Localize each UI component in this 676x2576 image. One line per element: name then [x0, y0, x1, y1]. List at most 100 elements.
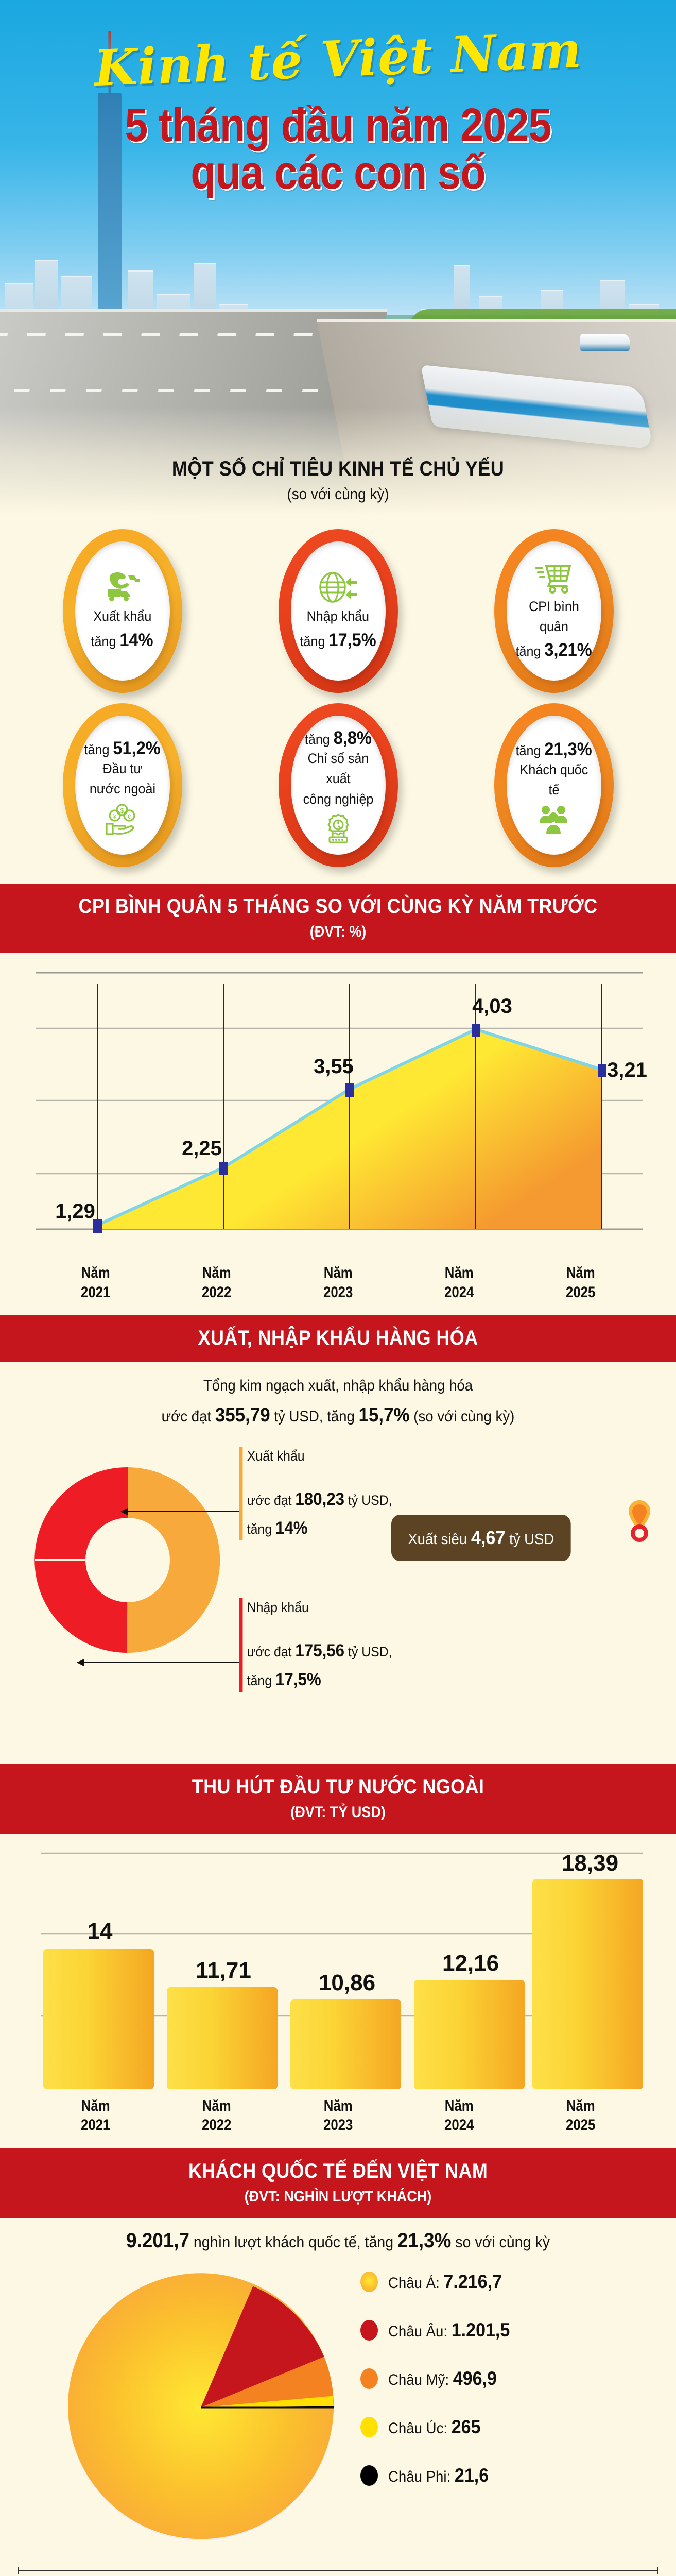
- kpi-inner: $ ¥ € Đầu tư nước ngoài tăng 51,2%: [75, 716, 170, 855]
- title-line-3: qua các con số: [190, 146, 486, 199]
- cpi-band-unit: (ĐVT: %): [309, 923, 367, 940]
- trade-section: Tổng kim ngạch xuất, nhập khẩu hàng hóa …: [0, 1362, 676, 1764]
- fdi-x-tick: Năm 2022: [202, 2097, 232, 2134]
- fdi-value-label: 14: [88, 1919, 113, 1944]
- hand-coins-icon: $ ¥ €: [103, 803, 142, 835]
- cpi-area-chart: 1,29 2,25 3,55 4,03 3,21: [18, 968, 658, 1256]
- svg-text:€: €: [127, 813, 131, 820]
- cpi-chart-section: 1,29 2,25 3,55 4,03 3,21 Năm 2021 Năm 20…: [0, 953, 676, 1315]
- kpi-label: Đầu tư nước ngoài: [89, 760, 155, 796]
- cpi-x-tick: Năm 2024: [444, 1264, 474, 1301]
- kpi-value: tăng 51,2%: [84, 738, 161, 758]
- legend-swatch-europe: [360, 2319, 378, 2341]
- export-leader-arrow: [120, 1507, 239, 1515]
- visitors-band-unit: (ĐVT: NGHÌN LƯỢT KHÁCH): [244, 2188, 432, 2205]
- fdi-band-title: THU HÚT ĐẦU TƯ NƯỚC NGOÀI: [192, 1775, 484, 1798]
- legend-label-america: Châu Mỹ: 496,9: [388, 2367, 497, 2389]
- visitors-lead-text: 9.201,7 nghìn lượt khách quốc tế, tăng 2…: [126, 2229, 550, 2252]
- key-indicators-section: MỘT SỐ CHỈ TIÊU KINH TẾ CHỦ YẾU (so với …: [0, 457, 676, 884]
- visitors-band-title: KHÁCH QUỐC TẾ ĐẾN VIỆT NAM: [188, 2159, 488, 2182]
- import-leader-arrow: [77, 1658, 239, 1666]
- key-indicators-title: MỘT SỐ CHỈ TIÊU KINH TẾ CHỦ YẾU: [171, 457, 505, 480]
- import-value-line: ước đạt 175,56 tỷ USD,: [247, 1641, 392, 1661]
- kpi-card-visitors: Khách quốc tế tăng 21,3%: [477, 700, 631, 870]
- title-line-1: Kinh tế Việt Nam: [93, 20, 583, 98]
- import-globe-arrows-icon: [319, 571, 357, 603]
- cpi-value-label: 1,29: [55, 1200, 95, 1223]
- legend-item-africa: Châu Phi: 21,6: [360, 2465, 521, 2486]
- fdi-value-label: 11,71: [196, 1958, 251, 1983]
- kpi-label: Chỉ số sản xuất công nghiệp: [303, 751, 373, 807]
- visitors-section: 9.201,7 nghìn lượt khách quốc tế, tăng 2…: [0, 2218, 676, 2565]
- kpi-label: Khách quốc tế: [519, 761, 588, 798]
- kpi-label: Nhập khẩu: [306, 608, 370, 624]
- fdi-chart-svg: 14 11,71 10,86 12,16 18,39: [41, 1851, 643, 2089]
- legend-label-oceania: Châu Úc: 265: [388, 2416, 481, 2437]
- trade-total-line1: Tổng kim ngạch xuất, nhập khẩu hàng hóa: [203, 1377, 473, 1394]
- fdi-x-tick: Năm 2023: [323, 2097, 353, 2134]
- visitors-pie-svg: [68, 2273, 334, 2540]
- legend-item-asia: Châu Á: 7.216,7: [360, 2271, 521, 2293]
- title-line-2: 5 tháng đầu năm 2025: [125, 99, 551, 151]
- svg-text:¥: ¥: [112, 813, 116, 820]
- kpi-card-import: Nhập khẩu tăng 17,5%: [261, 526, 415, 696]
- trade-band: XUẤT, NHẬP KHẨU HÀNG HÓA: [0, 1315, 676, 1362]
- cpi-x-tick: Năm 2023: [323, 1264, 353, 1301]
- footer: Nguồn: Cục Thống kê Đồ họa: Phương Anh (…: [0, 2571, 676, 2576]
- kpi-label: CPI bình quân: [528, 598, 579, 634]
- kpi-inner: CPI bình quân tăng 3,21%: [506, 541, 601, 681]
- cpi-value-label: 3,55: [314, 1055, 354, 1078]
- export-growth-line: tăng 14%: [247, 1518, 308, 1538]
- kpi-value: tăng 14%: [91, 630, 154, 650]
- kpi-value: tăng 3,21%: [515, 640, 592, 660]
- import-callout: Nhập khẩu ước đạt 175,56 tỷ USD, tăng 17…: [239, 1596, 392, 1694]
- export-callout: Xuất khẩu ước đạt 180,23 tỷ USD, tăng 14…: [239, 1445, 392, 1543]
- kpi-value: tăng 17,5%: [300, 630, 376, 650]
- legend-label-europe: Châu Âu: 1.201,5: [388, 2319, 510, 2341]
- kpi-inner: Chỉ số sản xuất công nghiệp tăng 8,8%: [290, 716, 386, 855]
- trade-donut-svg: [34, 1467, 220, 1653]
- key-indicators-grid: Xuất khẩu tăng 14%: [0, 526, 676, 870]
- legend-item-america: Châu Mỹ: 496,9: [360, 2368, 521, 2389]
- kpi-value: tăng 8,8%: [304, 728, 372, 749]
- people-group-icon: [537, 804, 571, 835]
- import-growth-line: tăng 17,5%: [247, 1670, 321, 1690]
- shopping-cart-icon: [534, 562, 573, 594]
- trade-total-text: Tổng kim ngạch xuất, nhập khẩu hàng hóa …: [27, 1372, 649, 1432]
- visitors-legend: Châu Á: 7.216,7 Châu Âu: 1.201,5 Châu Mỹ…: [360, 2271, 521, 2513]
- export-value-line: ước đạt 180,23 tỷ USD,: [247, 1489, 392, 1510]
- cpi-value-label: 4,03: [472, 995, 512, 1018]
- kpi-inner: Xuất khẩu tăng 14%: [75, 541, 170, 681]
- trade-surplus-badge: Xuất siêu 4,67 tỷ USD: [391, 1514, 571, 1561]
- trade-total-line2: ước đạt 355,79 tỷ USD, tăng 15,7% (so vớ…: [161, 1404, 515, 1426]
- legend-label-asia: Châu Á: 7.216,7: [388, 2270, 502, 2292]
- kpi-card-fdi: $ ¥ € Đầu tư nước ngoài tăng 51,2%: [45, 700, 200, 870]
- kpi-inner: Nhập khẩu tăng 17,5%: [290, 541, 386, 681]
- fdi-value-label: 18,39: [562, 1851, 618, 1876]
- footer-divider: [18, 2566, 658, 2574]
- kpi-inner: Khách quốc tế tăng 21,3%: [506, 716, 601, 855]
- legend-swatch-oceania: [360, 2416, 378, 2437]
- factory-gear-icon: [322, 813, 354, 845]
- export-accent-bar: [239, 1446, 243, 1541]
- cpi-value-label: 3,21: [607, 1059, 647, 1081]
- visitors-chart-body: Châu Á: 7.216,7 Châu Âu: 1.201,5 Châu Mỹ…: [0, 2256, 676, 2565]
- key-indicators-heading: MỘT SỐ CHỈ TIÊU KINH TẾ CHỦ YẾU (so với …: [0, 457, 676, 503]
- hero-banner: Kinh tế Việt Nam 5 tháng đầu năm 2025 qu…: [0, 0, 676, 515]
- cpi-x-tick: Năm 2025: [565, 1264, 595, 1301]
- legend-swatch-america: [360, 2368, 378, 2389]
- visitors-pie-chart: [57, 2261, 345, 2549]
- river-boat: [580, 334, 630, 351]
- kpi-value: tăng 21,3%: [515, 739, 592, 759]
- cpi-x-axis-labels: Năm 2021 Năm 2022 Năm 2023 Năm 2024 Năm …: [18, 1263, 658, 1315]
- fdi-band: THU HÚT ĐẦU TƯ NƯỚC NGOÀI (ĐVT: TỶ USD): [0, 1764, 676, 1834]
- kpi-label: Xuất khẩu: [93, 608, 152, 624]
- trade-donut-chart: [30, 1457, 226, 1663]
- fdi-x-tick: Năm 2021: [80, 2097, 111, 2134]
- legend-swatch-africa: [360, 2465, 378, 2486]
- cpi-x-tick: Năm 2021: [80, 1264, 111, 1301]
- cpi-x-tick: Năm 2022: [202, 1264, 232, 1301]
- fdi-x-tick: Năm 2025: [565, 2097, 595, 2134]
- fdi-x-axis-labels: Năm 2021 Năm 2022 Năm 2023 Năm 2024 Năm …: [18, 2096, 658, 2148]
